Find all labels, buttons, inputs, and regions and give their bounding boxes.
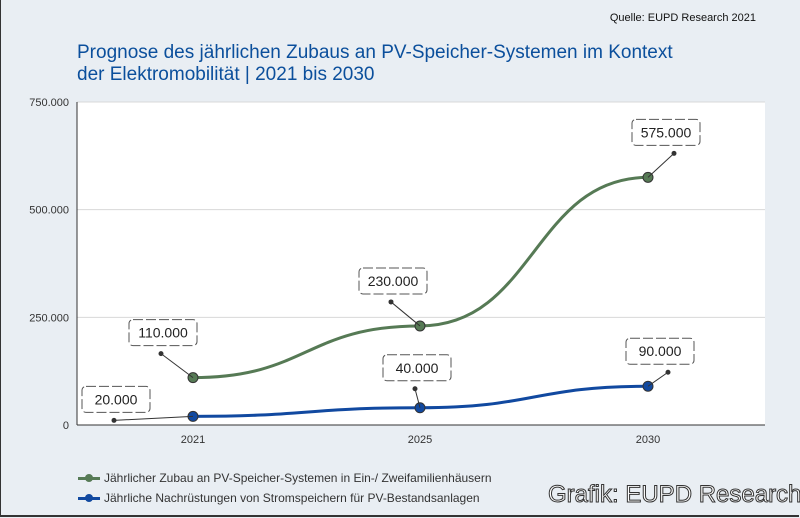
label-leader-dot [158, 351, 164, 357]
title-line-2: der Elektromobilität | 2021 bis 2030 [77, 64, 375, 85]
legend-label: Jährliche Nachrüstungen von Stromspeiche… [104, 491, 480, 505]
label-leader [113, 415, 194, 421]
source-note: Quelle: EUPD Research 2021 [609, 12, 756, 24]
legend-swatch [78, 494, 100, 502]
series-line-1 [192, 175, 649, 380]
data-label-box [81, 385, 151, 413]
data-label: 20.000 [95, 391, 138, 407]
data-label-box [631, 118, 701, 146]
legend: Jährlicher Zubau an PV-Speicher-Systemen… [78, 468, 492, 508]
data-label: 90.000 [639, 343, 682, 359]
legend-item-2[interactable]: Jährliche Nachrüstungen von Stromspeiche… [78, 488, 492, 508]
data-label-box [382, 354, 452, 382]
label-leader [647, 371, 669, 387]
x-tick-label: 2021 [181, 434, 205, 446]
data-label: 575.000 [641, 124, 692, 140]
data-label: 230.000 [368, 273, 419, 289]
legend-label: Jährlicher Zubau an PV-Speicher-Systemen… [104, 471, 492, 485]
label-leader [414, 388, 421, 408]
label-leader [390, 301, 421, 327]
label-leader-dot [388, 299, 394, 305]
data-label: 110.000 [138, 325, 188, 341]
y-tick-label: 250.000 [29, 312, 69, 324]
label-leader-dot [412, 386, 418, 392]
data-label-box [128, 319, 198, 347]
data-label-box [625, 337, 695, 365]
x-tick-label: 2025 [408, 434, 432, 446]
watermark: Grafik: EUPD Research [547, 481, 800, 508]
legend-item-1[interactable]: Jährlicher Zubau an PV-Speicher-Systemen… [78, 468, 492, 488]
y-tick-label: 0 [63, 420, 69, 432]
y-tick-label: 500.000 [29, 205, 69, 217]
y-tick-label: 750.000 [29, 97, 69, 109]
label-leader [647, 152, 675, 178]
data-label: 40.000 [396, 360, 439, 376]
label-leader-dot [665, 369, 671, 375]
label-leader-dot [111, 417, 117, 423]
title-line-1: Prognose des jährlichen Zubaus an PV-Spe… [77, 42, 673, 63]
label-leader [160, 353, 194, 379]
label-leader-dot [671, 150, 677, 156]
x-tick-label: 2030 [636, 434, 660, 446]
legend-swatch [78, 474, 100, 482]
data-label-box [358, 267, 428, 295]
chart-title: Prognose des jährlichen Zubaus an PV-Spe… [77, 42, 673, 86]
